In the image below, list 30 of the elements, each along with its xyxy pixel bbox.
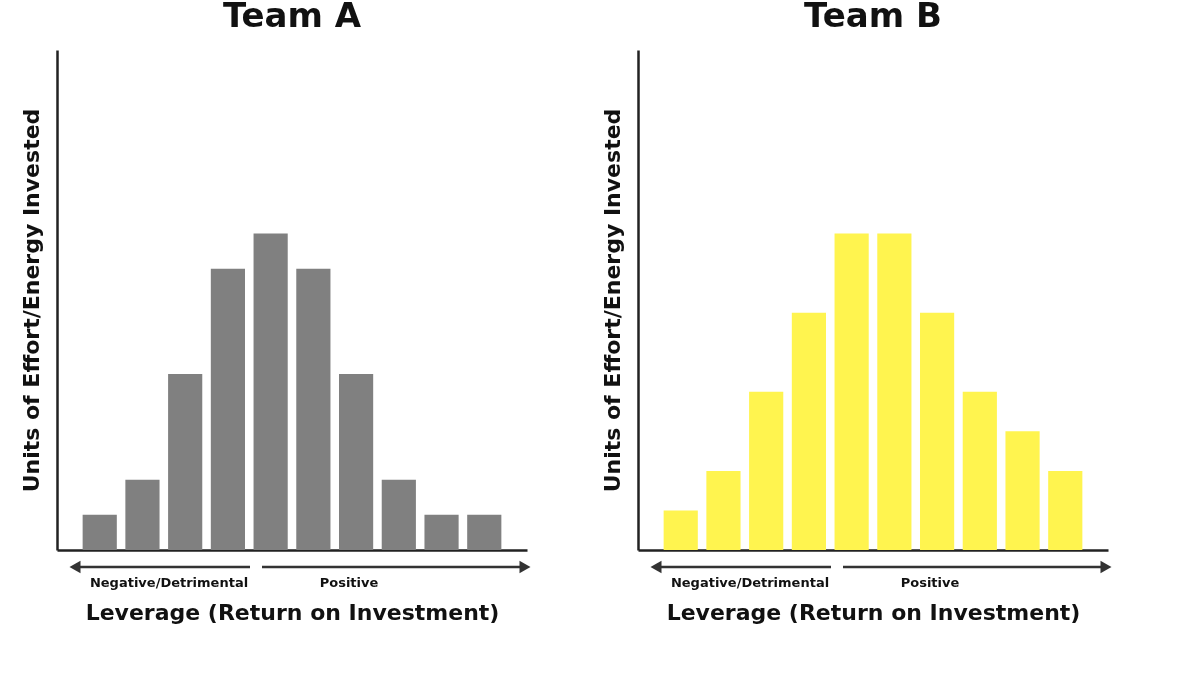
bar	[253, 233, 288, 550]
text: Negative/Detrimental	[89, 575, 249, 590]
bar	[706, 470, 741, 550]
bar	[296, 268, 331, 550]
bar	[1048, 470, 1083, 550]
bar	[210, 268, 245, 550]
bar	[962, 391, 997, 550]
bar	[168, 374, 203, 550]
bar	[920, 312, 955, 550]
x-axis-title: Leverage (Return on Investment)	[85, 599, 500, 625]
bar	[749, 391, 784, 550]
text: Negative/Detrimental	[670, 575, 830, 590]
bar	[834, 233, 869, 550]
bar	[467, 514, 502, 550]
bar	[125, 479, 160, 550]
bar	[339, 374, 374, 550]
x-axis-title: Leverage (Return on Investment)	[666, 599, 1081, 625]
text: Positive	[319, 575, 379, 590]
bar	[82, 514, 117, 550]
y-axis-title: Units of Effort/Energy Invested	[18, 108, 44, 493]
bar	[791, 312, 826, 550]
chart-title: Team A	[222, 0, 362, 35]
bar	[663, 510, 698, 550]
text: Positive	[900, 575, 960, 590]
bar	[1005, 431, 1040, 550]
chart-title: Team B	[804, 0, 942, 35]
y-axis-title: Units of Effort/Energy Invested	[599, 108, 625, 493]
bar	[424, 514, 459, 550]
bar	[381, 479, 416, 550]
bar	[877, 233, 912, 550]
